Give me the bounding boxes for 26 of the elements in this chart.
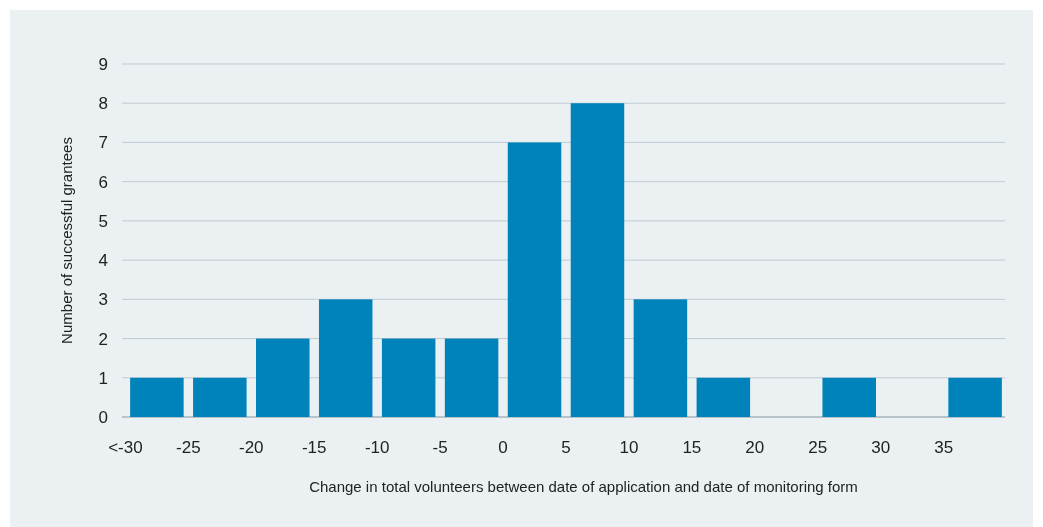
y-tick-label: 9 bbox=[98, 54, 108, 74]
x-tick-label: -5 bbox=[432, 438, 448, 457]
x-tick-label: 30 bbox=[871, 438, 891, 457]
x-tick-label: -20 bbox=[239, 438, 264, 457]
x-tick-label: -15 bbox=[301, 438, 327, 457]
x-tick-label: 25 bbox=[808, 438, 828, 457]
x-tick-label: -25 bbox=[176, 438, 201, 457]
x-tick-label: 5 bbox=[561, 438, 571, 457]
x-tick-label: 0 bbox=[498, 438, 508, 457]
x-tick-label: <-30 bbox=[108, 438, 143, 457]
y-axis-title: Number of successful grantees bbox=[58, 137, 75, 344]
x-tick-label: 20 bbox=[745, 438, 765, 457]
x-tick-label: 35 bbox=[934, 438, 954, 457]
y-tick-label: 8 bbox=[98, 94, 108, 114]
y-tick-label: 3 bbox=[98, 290, 108, 310]
x-tick-label: 15 bbox=[682, 438, 702, 457]
y-tick-label: 0 bbox=[98, 407, 108, 427]
x-tick-label: -10 bbox=[364, 438, 390, 457]
x-tick-label: 10 bbox=[619, 438, 639, 457]
y-tick-label: 1 bbox=[98, 368, 108, 388]
x-axis-title: Change in total volunteers between date of application and date of monitoring form bbox=[309, 478, 858, 495]
y-tick-label: 2 bbox=[98, 329, 108, 349]
y-tick-label: 7 bbox=[98, 133, 108, 153]
y-tick-label: 4 bbox=[98, 251, 108, 271]
y-tick-label: 5 bbox=[98, 211, 108, 231]
y-tick-label: 6 bbox=[98, 172, 108, 192]
